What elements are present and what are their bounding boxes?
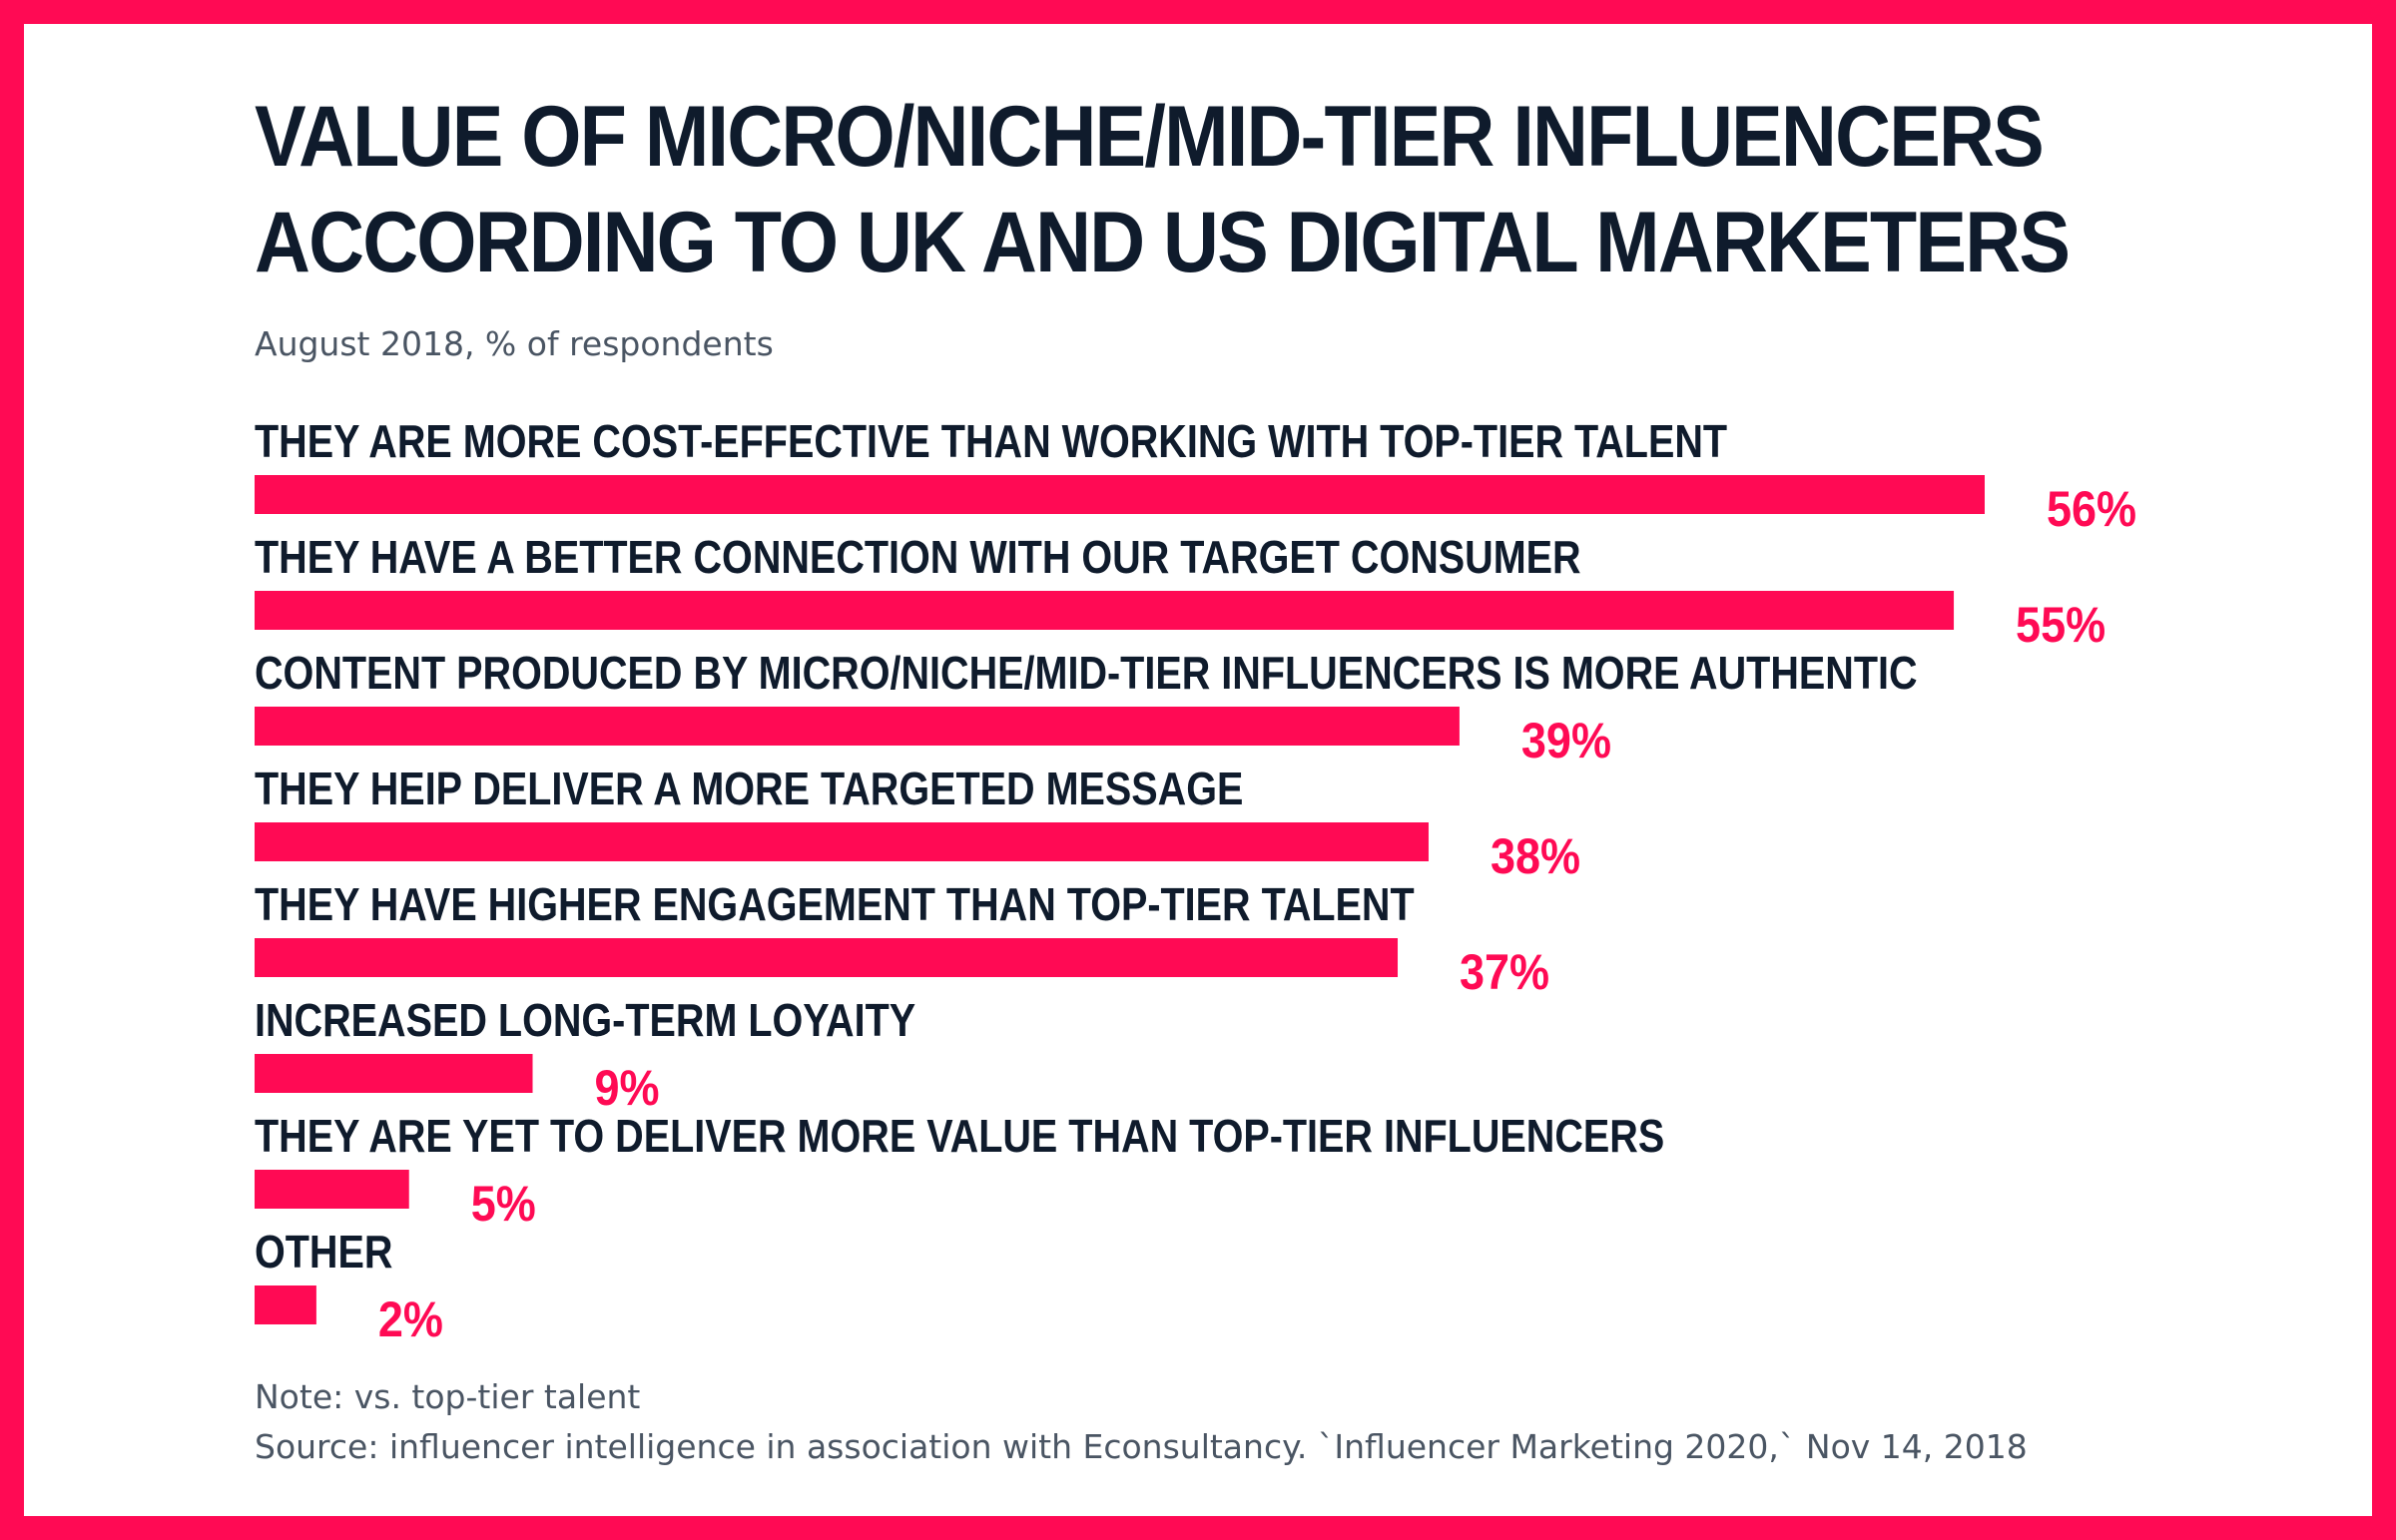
bar — [255, 475, 1985, 514]
bar-value-label: 39% — [1521, 714, 1611, 770]
chart-note: Note: vs. top-tier talent — [255, 1377, 641, 1416]
bar — [255, 707, 1460, 746]
chart-title: VALUE OF MICRO/NICHE/MID-TIER INFLUENCER… — [255, 84, 2071, 295]
bar-value-label: 9% — [595, 1061, 660, 1117]
bar-label: OTHER — [255, 1227, 392, 1278]
bar-label: CONTENT PRODUCED BY MICRO/NICHE/MID-TIER… — [255, 648, 1918, 699]
bar-value-label: 2% — [378, 1292, 443, 1348]
bar — [255, 938, 1399, 977]
bar-value-label: 38% — [1491, 829, 1580, 885]
bar-value-label: 55% — [2016, 598, 2105, 654]
bar-value-label: 5% — [471, 1177, 536, 1233]
bar-label: THEY ARE YET TO DELIVER MORE VALUE THAN … — [255, 1111, 1664, 1162]
chart-source: Source: influencer intelligence in assoc… — [255, 1427, 2028, 1466]
bar-label: THEY HEIP DELIVER A MORE TARGETED MESSAG… — [255, 764, 1243, 814]
chart-title-line2: ACCORDING TO UK AND US DIGITAL MARKETERS — [255, 195, 2071, 290]
bar — [255, 1285, 316, 1324]
bar-label: THEY HAVE HIGHER ENGAGEMENT THAN TOP-TIE… — [255, 879, 1415, 930]
chart-title-line1: VALUE OF MICRO/NICHE/MID-TIER INFLUENCER… — [255, 89, 2045, 185]
bar — [255, 1054, 533, 1093]
bar-label: THEY HAVE A BETTER CONNECTION WITH OUR T… — [255, 532, 1581, 583]
bar-label: INCREASED LONG-TERM LOYAITY — [255, 995, 915, 1046]
chart-subtitle: August 2018, % of respondents — [255, 324, 774, 363]
bar — [255, 591, 1955, 630]
bar — [255, 1170, 409, 1209]
bar-value-label: 56% — [2047, 482, 2136, 538]
bar-label: THEY ARE MORE COST-EFFECTIVE THAN WORKIN… — [255, 416, 1727, 467]
bar — [255, 822, 1429, 861]
bar-value-label: 37% — [1460, 945, 1549, 1001]
